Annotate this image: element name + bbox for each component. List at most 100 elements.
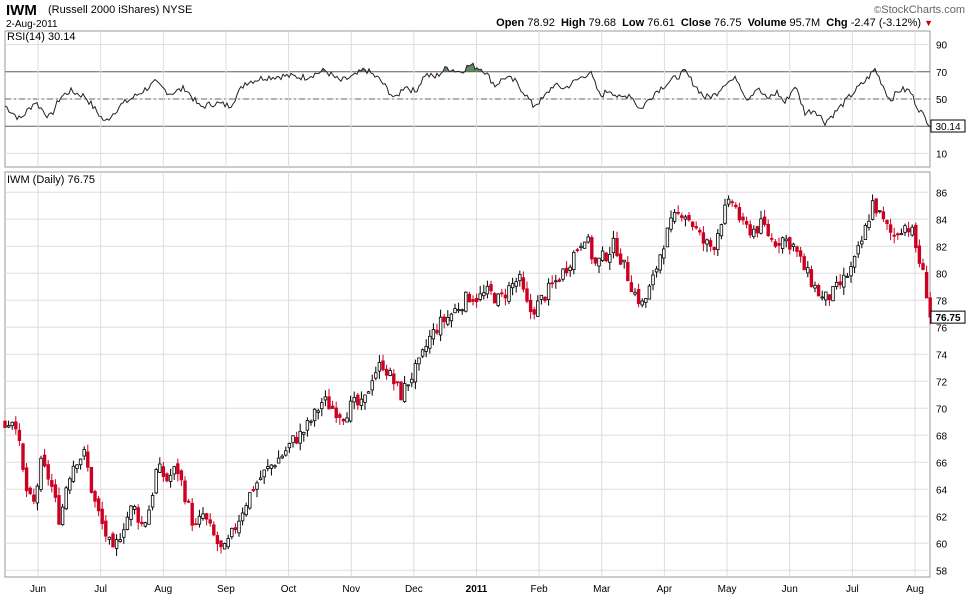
candle-body [197, 515, 202, 525]
candle-body [856, 245, 860, 255]
candle-body [708, 240, 713, 247]
candle-body [89, 467, 94, 493]
copyright-icon: © [873, 5, 882, 16]
candle-body [834, 281, 839, 288]
candle-body [172, 466, 176, 475]
candle-body [514, 281, 518, 287]
candle-body [68, 478, 72, 491]
candle-body [201, 513, 205, 519]
candle-body [273, 465, 277, 468]
candle-body [341, 418, 346, 422]
candle-body [618, 253, 623, 265]
candle-body [683, 216, 688, 220]
candle-body [190, 502, 194, 526]
candle-body [21, 443, 25, 470]
candle-body [719, 224, 724, 237]
candle-body [798, 250, 803, 257]
candle-body [698, 229, 702, 233]
candle-body [622, 259, 626, 263]
ticker-symbol: IWM [6, 2, 37, 19]
candle-body [521, 277, 526, 290]
candle-body [806, 267, 810, 274]
candle-body [658, 254, 662, 271]
candle-body [230, 527, 234, 538]
candle-body [885, 220, 889, 225]
candle-body [795, 246, 799, 252]
x-tick-label: 2011 [466, 584, 488, 594]
candle-body [114, 539, 119, 549]
candle-body [78, 458, 83, 466]
candle-body [255, 482, 259, 490]
candle-body [849, 266, 853, 277]
x-tick-label: May [718, 584, 737, 594]
price-tick-label: 72 [936, 377, 948, 388]
candle-body [863, 224, 868, 240]
candle-body [827, 294, 832, 300]
candle-body [730, 201, 734, 204]
candle-body [690, 221, 695, 227]
candle-body [194, 523, 198, 526]
brand-logo[interactable]: ©StockCharts.com [874, 4, 965, 16]
price-tick-label: 60 [936, 539, 948, 550]
candle-body [370, 380, 374, 391]
candle-body [129, 505, 133, 520]
candle-body [726, 198, 731, 205]
candle-body [759, 218, 763, 234]
candle-body [330, 405, 335, 409]
candle-body [132, 505, 137, 510]
candle-body [773, 241, 778, 247]
candle-body [10, 421, 14, 427]
candle-body [496, 293, 500, 306]
chart-date: 2-Aug-2011 [6, 19, 58, 30]
candle-body [327, 396, 331, 410]
candle-body [39, 457, 43, 490]
candle-body [168, 474, 173, 482]
candle-body [35, 485, 40, 504]
candle-body [456, 309, 461, 312]
price-panel-title: IWM (Daily) 76.75 [7, 174, 95, 186]
price-tick-label: 58 [936, 566, 948, 577]
price-panel-frame [4, 171, 931, 578]
candle-body [309, 420, 313, 423]
price-tick-label: 76 [936, 323, 948, 334]
candle-body [737, 207, 742, 221]
candle-body [406, 384, 410, 387]
price-tick-label: 78 [936, 296, 948, 307]
candle-body [395, 381, 400, 384]
candle-body [579, 245, 583, 249]
candle-body [453, 308, 457, 314]
candle-body [762, 216, 767, 225]
candle-body [338, 414, 342, 418]
candle-body [266, 466, 270, 469]
candle-body [870, 200, 875, 220]
price-tick-label: 82 [936, 242, 948, 253]
candle-body [608, 254, 612, 263]
x-tick-label: Aug [906, 584, 924, 594]
candle-body [550, 282, 554, 285]
candle-body [96, 498, 101, 512]
candle-body [122, 529, 126, 538]
rsi-panel-title: RSI(14) 30.14 [7, 31, 75, 43]
candle-body [212, 524, 216, 536]
x-tick-label: Nov [342, 584, 360, 594]
rsi-tick-label: 90 [936, 41, 948, 52]
candle-body [86, 451, 90, 468]
candle-body [287, 442, 292, 449]
candle-body [593, 257, 598, 264]
candle-body [150, 495, 155, 508]
price-tick-label: 80 [936, 269, 948, 280]
candle-body [435, 329, 439, 334]
candle-body [503, 294, 508, 299]
price-tick-label: 84 [936, 215, 948, 226]
candle-body [183, 480, 187, 503]
down-arrow-icon: ▼ [924, 18, 933, 28]
candle-body [208, 519, 212, 524]
price-tick-label: 70 [936, 404, 948, 415]
candle-body [449, 313, 454, 322]
candle-body [381, 360, 385, 371]
candle-body [633, 291, 637, 295]
candle-body [809, 269, 814, 287]
brand-name: StockCharts.com [881, 4, 965, 16]
candle-body [924, 271, 929, 299]
candle-body [705, 239, 709, 245]
